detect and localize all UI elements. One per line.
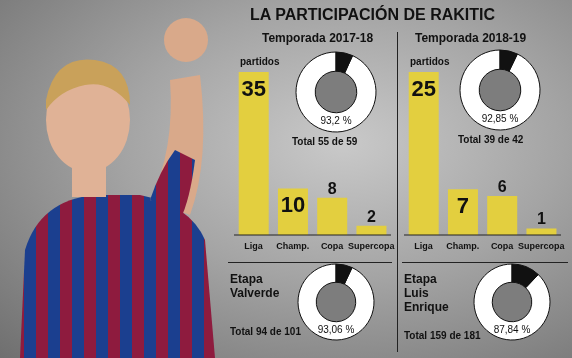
html-text:Etapa Valverde: Etapa Valverde (230, 272, 280, 300)
html-text:93,06 %: 93,06 % (317, 324, 355, 335)
html-text:partidos: partidos (410, 56, 450, 67)
html-text:partidos: partidos (240, 56, 280, 67)
svg-text:Supercopa: Supercopa (348, 241, 395, 251)
html-text:Total 159 de 181: Total 159 de 181 (404, 330, 481, 341)
svg-text:Supercopa: Supercopa (518, 241, 565, 251)
svg-text:Liga: Liga (414, 241, 433, 251)
svg-text:Liga: Liga (244, 241, 263, 251)
svg-text:2: 2 (367, 208, 376, 225)
html-text:Temporada 2018-19: Temporada 2018-19 (415, 31, 527, 45)
svg-text:1: 1 (537, 210, 546, 227)
svg-text:8: 8 (328, 180, 337, 197)
svg-text:Champ.: Champ. (276, 241, 309, 251)
html-text:Etapa Luis Enrique: Etapa Luis Enrique (404, 272, 449, 314)
html-text:Total 94 de 101: Total 94 de 101 (230, 326, 301, 337)
svg-text:7: 7 (457, 193, 469, 218)
svg-text:Copa: Copa (321, 241, 344, 251)
svg-text:Champ.: Champ. (446, 241, 479, 251)
html-text:LA PARTICIPACIÓN DE RAKITIC: LA PARTICIPACIÓN DE RAKITIC (250, 6, 495, 23)
svg-text:6: 6 (498, 178, 507, 195)
svg-text:35: 35 (241, 76, 265, 101)
svg-text:25: 25 (411, 76, 435, 101)
html-text:Total 55 de 59: Total 55 de 59 (292, 136, 358, 147)
html-text:92,85 %: 92,85 % (481, 113, 519, 125)
svg-text:Copa: Copa (491, 241, 514, 251)
html-text:93,2 %: 93,2 % (320, 115, 352, 127)
svg-text:10: 10 (281, 192, 305, 217)
html-text:Total 39 de 42: Total 39 de 42 (458, 134, 524, 145)
html-text:Temporada 2017-18: Temporada 2017-18 (262, 31, 374, 45)
html-text:87,84 %: 87,84 % (493, 324, 531, 335)
